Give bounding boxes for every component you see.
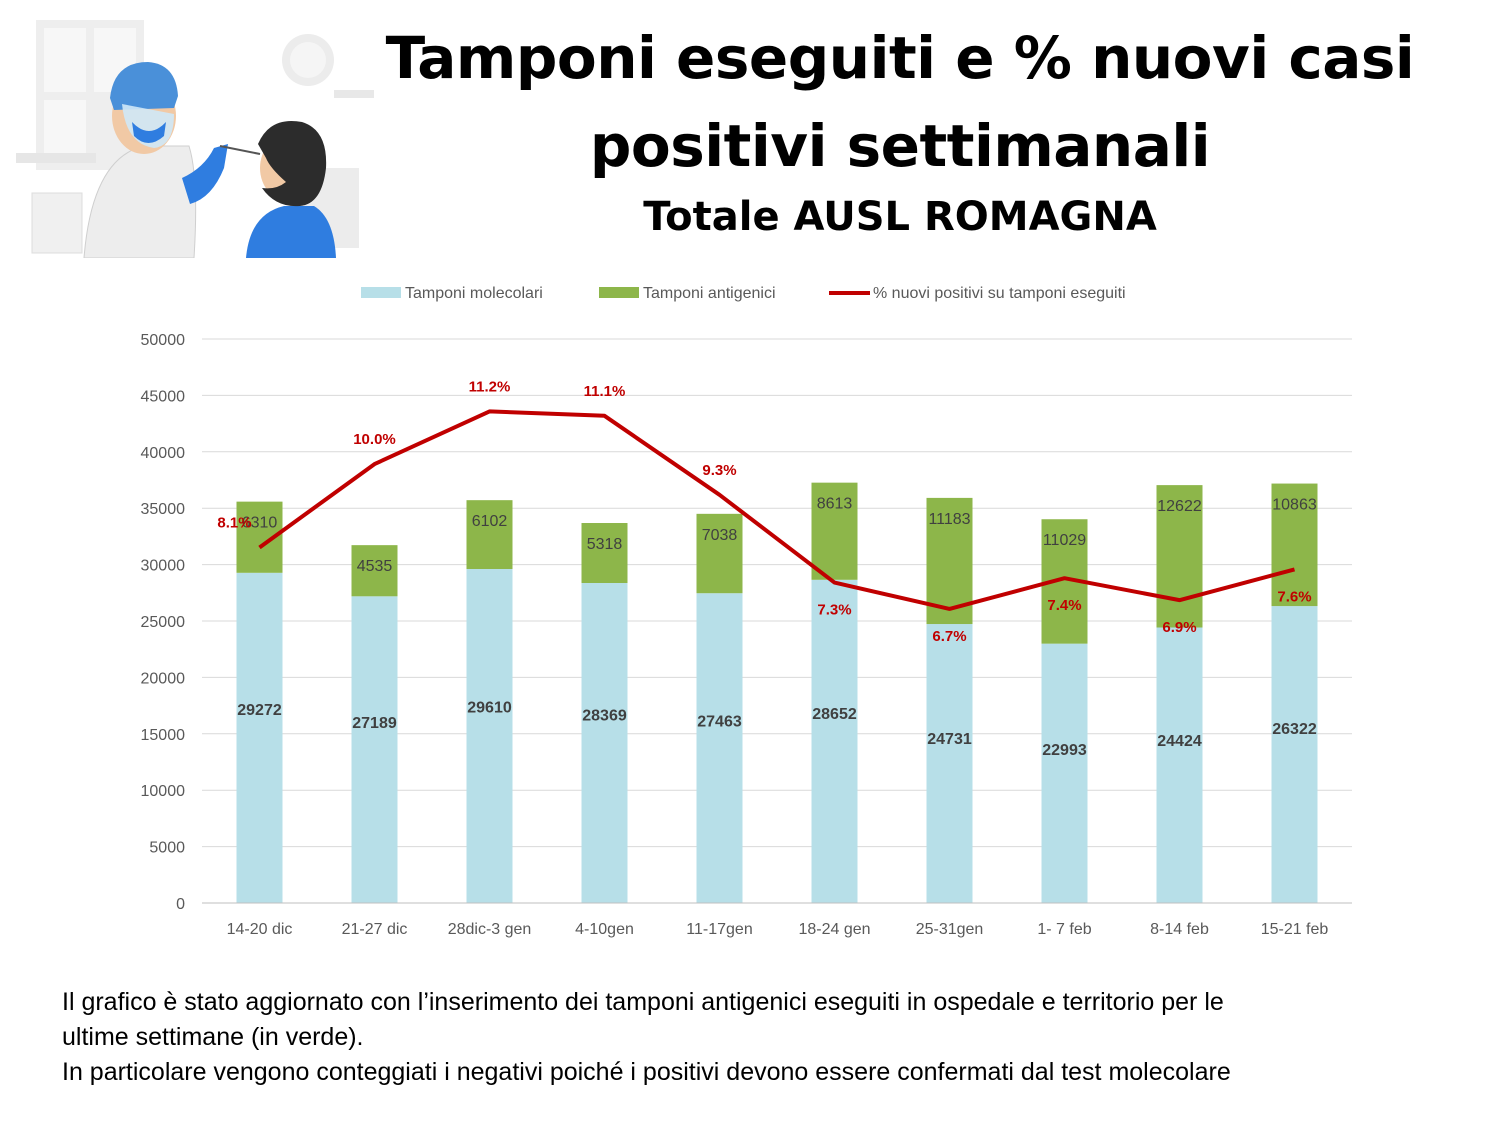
percent-line-series: 8.1% 10.0% 11.2% 11.1% 9.3% 7.3% 6.7% 7.4% 6.9% 7…: [217, 378, 1311, 645]
data-label-antigenic: 6102: [472, 513, 508, 530]
footnote-line-3: In particolare vengono conteggiati i neg…: [62, 1058, 1231, 1086]
data-label-molecular: 29610: [467, 700, 512, 717]
x-tick-label: 8-14 feb: [1150, 921, 1209, 938]
data-label-percent: 8.1%: [217, 514, 251, 531]
x-tick-label: 14-20 dic: [227, 921, 293, 938]
y-tick-label: 45000: [141, 388, 186, 405]
y-tick-label: 20000: [141, 670, 186, 687]
title-block: Tamponi eseguiti e % nuovi casi positivi…: [380, 14, 1420, 244]
y-tick-label: 25000: [141, 614, 186, 631]
data-label-antigenic: 12622: [1157, 498, 1202, 515]
y-tick-label: 30000: [141, 558, 186, 575]
data-label-percent: 7.6%: [1277, 588, 1311, 605]
y-tick-label: 50000: [141, 332, 186, 349]
data-label-antigenic: 11029: [1043, 532, 1086, 549]
data-label-molecular: 27189: [352, 715, 397, 732]
data-label-molecular: 27463: [697, 713, 742, 730]
data-label-molecular: 26322: [1272, 721, 1317, 738]
y-tick-label: 15000: [141, 727, 186, 744]
bar-molecular: [696, 593, 743, 903]
x-tick-label: 11-17gen: [686, 921, 752, 938]
y-axis: 0 5000 10000 15000 20000 25000 30000 35000 40000…: [141, 332, 186, 913]
legend-molecular-label: Tamponi molecolari: [405, 285, 543, 302]
data-label-antigenic: 11183: [928, 511, 970, 528]
data-label-antigenic: 6310: [242, 515, 278, 532]
bar-molecular: [1271, 606, 1318, 903]
footnote: Il grafico è stato aggiornato con l’inse…: [62, 985, 1482, 1090]
data-label-molecular: 28652: [812, 706, 857, 723]
x-tick-label: 21-27 dic: [342, 921, 408, 938]
x-tick-label: 1- 7 feb: [1037, 921, 1091, 938]
x-tick-label: 15-21 feb: [1261, 921, 1329, 938]
bar-molecular: [1156, 627, 1203, 903]
legend-antigenic-label: Tamponi antigenici: [643, 285, 776, 302]
legend-antigenic-swatch: [599, 287, 639, 298]
swab-test-illustration: [16, 20, 374, 258]
data-label-percent: 10.0%: [353, 431, 396, 448]
data-label-antigenic: 7038: [702, 527, 738, 544]
data-label-percent: 6.9%: [1162, 619, 1196, 636]
bar-antigenic: [811, 482, 858, 580]
x-tick-label: 4-10gen: [575, 921, 634, 938]
data-label-antigenic: 5318: [587, 536, 623, 553]
bar-molecular: [351, 596, 398, 903]
data-label-molecular: 22993: [1042, 742, 1087, 759]
y-tick-label: 35000: [141, 501, 186, 518]
bar-antigenic: [581, 523, 628, 583]
bar-molecular: [1041, 643, 1088, 903]
x-tick-label: 25-31gen: [916, 921, 984, 938]
bar-antigenic: [1271, 483, 1318, 607]
y-tick-label: 40000: [141, 445, 186, 462]
bar-antigenic: [351, 545, 398, 597]
page-title-line-2: positivi settimanali: [589, 112, 1211, 180]
y-tick-label: 5000: [149, 840, 185, 857]
bar-molecular: [926, 624, 973, 903]
page-title-line-1: Tamponi eseguiti e % nuovi casi: [385, 24, 1415, 92]
data-label-molecular: 29272: [237, 702, 282, 719]
data-label-percent: 11.2%: [469, 378, 511, 395]
bar-antigenic: [466, 500, 513, 569]
data-label-antigenic: 4535: [357, 558, 393, 575]
x-tick-label: 18-24 gen: [798, 921, 870, 938]
legend-percent-label: % nuovi positivi su tamponi eseguiti: [873, 285, 1126, 302]
footnote-line-1: Il grafico è stato aggiornato con l’inse…: [62, 988, 1224, 1016]
bar-antigenic: [1156, 485, 1203, 628]
data-label-molecular: 24424: [1157, 733, 1202, 750]
data-label-percent: 11.1%: [584, 383, 626, 400]
data-label-molecular: 28369: [582, 708, 627, 725]
data-label-molecular: 24731: [927, 731, 972, 748]
page-subtitle: Totale AUSL ROMAGNA: [643, 194, 1157, 240]
chart-legend: Tamponi molecolari Tamponi antigenici % nu…: [361, 285, 1126, 302]
y-tick-label: 0: [176, 896, 185, 913]
legend-molecular-swatch: [361, 287, 401, 298]
percent-line: [258, 409, 1296, 611]
data-label-percent: 6.7%: [932, 628, 966, 645]
bar-antigenic: [696, 513, 743, 594]
data-label-antigenic: 10863: [1272, 497, 1317, 514]
chart-bars: 29272 6310 27189 4535 29610 6102 28369 5318 2746…: [236, 482, 1318, 903]
bar-molecular: [466, 568, 513, 903]
bar-molecular: [581, 582, 628, 903]
x-axis: 14-20 dic 21-27 dic 28dic-3 gen 4-10gen 11-1…: [202, 902, 1352, 938]
data-label-percent: 9.3%: [702, 462, 736, 479]
bar-molecular: [811, 579, 858, 903]
x-tick-label: 28dic-3 gen: [448, 921, 532, 938]
footnote-line-2: ultime settimane (in verde).: [62, 1023, 364, 1051]
y-tick-label: 10000: [141, 783, 186, 800]
bar-molecular: [236, 572, 283, 903]
data-label-percent: 7.4%: [1047, 597, 1081, 614]
data-label-antigenic: 8613: [817, 496, 853, 513]
stacked-bar-line-chart: Tamponi molecolari Tamponi antigenici % nu…: [141, 285, 1352, 938]
data-label-percent: 7.3%: [817, 602, 851, 619]
